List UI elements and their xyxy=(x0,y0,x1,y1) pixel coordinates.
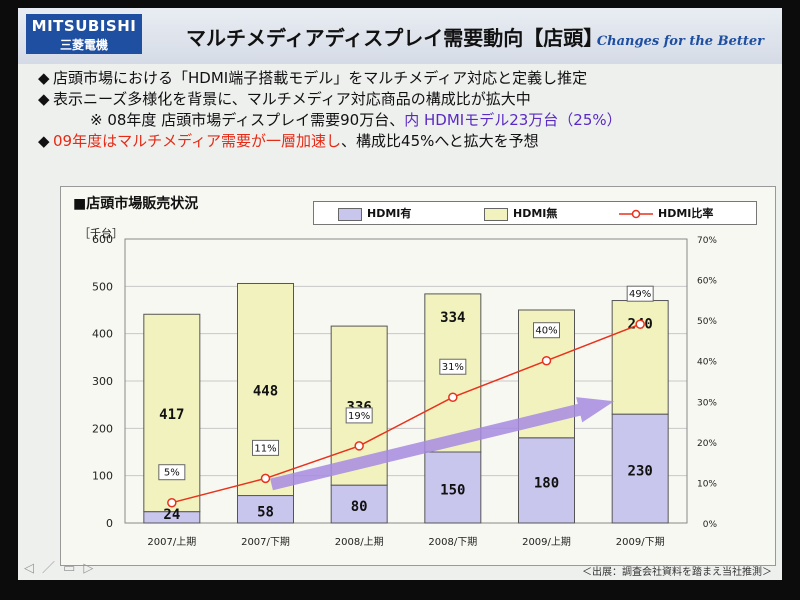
ratio-data-label: 31% xyxy=(442,362,464,373)
bar-value-label: 24 xyxy=(163,507,180,523)
ratio-label-box xyxy=(158,464,186,481)
y2-tick-label: 70% xyxy=(697,236,717,246)
bar-value-label: 58 xyxy=(257,504,274,520)
menu-icon[interactable]: ▭ xyxy=(63,561,76,576)
logo-english: MITSUBISHI xyxy=(31,17,137,35)
ratio-label-box xyxy=(533,322,560,339)
y-tick-label: 200 xyxy=(92,422,113,435)
ratio-label-box xyxy=(345,407,373,424)
legend-label-hdmi-yes: HDMI有 xyxy=(367,207,412,220)
y-tick-label: 100 xyxy=(92,470,113,483)
slide-title: マルチメディアディスプレイ需要動向【店頭】 xyxy=(186,26,604,50)
ratio-point xyxy=(448,392,458,402)
bar-value-label: 334 xyxy=(440,310,465,326)
sales-chart: ■店頭市場販売状況 HDMI有 HDMI無 HDMI比率 ［千台］ 0 100 20… xyxy=(60,186,776,566)
bar-value-label: 417 xyxy=(159,407,184,423)
slideshow-toolbar[interactable]: ◁ ／ ▭ ▷ xyxy=(24,557,101,576)
bullet-list: ◆ 店頭市場における「HDMI端子搭載モデル」をマルチメディア対応と定義し推定 ◆… xyxy=(38,68,778,152)
bullet-2-text: 表示ニーズ多様化を背景に、マルチメディア対応商品の構成比が拡大中 xyxy=(53,90,531,108)
note-text: ※ 08年度 店頭市場ディスプレイ需要90万台、 xyxy=(90,111,405,129)
plot-frame xyxy=(124,238,688,524)
next-icon[interactable]: ▷ xyxy=(83,561,94,576)
x-tick-label: 2007/上期 xyxy=(147,536,196,548)
ratio-label-box xyxy=(626,285,654,302)
y2-tick-label: 50% xyxy=(697,317,717,327)
trend-arrow xyxy=(270,397,615,491)
bar-hdmi-yes xyxy=(518,437,575,524)
ratio-point xyxy=(541,355,552,366)
mitsubishi-logo: MITSUBISHI 三菱電機 xyxy=(26,14,142,54)
diamond-bullet-icon: ◆ xyxy=(38,69,50,87)
ratio-line xyxy=(171,323,641,504)
bullet-3-text: 、構成比45%へと拡大を予想 xyxy=(341,132,539,150)
ratio-label-box xyxy=(252,439,279,456)
logo-japanese: 三菱電機 xyxy=(59,38,108,52)
bar-value-label: 230 xyxy=(628,464,653,480)
previous-icon[interactable]: ◁ xyxy=(24,561,34,576)
chart-title: ■店頭市場販売状況 xyxy=(73,196,199,212)
pen-icon[interactable]: ／ xyxy=(42,561,56,576)
bar-value-label: 180 xyxy=(534,475,559,491)
source-note: ＜出展：調査会社資料を踏まえ当社推測＞ xyxy=(582,567,772,578)
bullet-note: ※ 08年度 店頭市場ディスプレイ需要90万台、内 HDMIモデル23万台（25… xyxy=(38,110,778,131)
legend-hdmi-ratio: HDMI比率 xyxy=(618,205,713,221)
bullet-3: ◆ 09年度はマルチメディア需要が一層加速し、構成比45%へと拡大を予想 xyxy=(38,131,778,152)
diamond-bullet-icon: ◆ xyxy=(38,90,50,108)
legend-swatch-hdmi-yes xyxy=(338,207,362,221)
y-axis-unit: ［千台］ xyxy=(79,227,123,240)
bullet-3-emphasis: 09年度はマルチメディア需要が一層加速し xyxy=(53,132,342,150)
bullet-1: ◆ 店頭市場における「HDMI端子搭載モデル」をマルチメディア対応と定義し推定 xyxy=(38,68,778,89)
y2-tick-label: 40% xyxy=(697,358,717,368)
ratio-data-label: 11% xyxy=(254,443,276,454)
chart-legend: HDMI有 HDMI無 HDMI比率 xyxy=(313,201,757,225)
ratio-data-label: 5% xyxy=(164,468,180,479)
bar-value-label: 150 xyxy=(440,483,465,499)
legend-label-hdmi-ratio: HDMI比率 xyxy=(658,207,714,220)
ratio-label-box xyxy=(439,358,467,375)
slide: MITSUBISHI 三菱電機 マルチメディアディスプレイ需要動向【店頭】 Ch… xyxy=(18,8,782,580)
x-tick-label: 2008/上期 xyxy=(335,536,384,548)
y2-tick-label: 10% xyxy=(697,479,717,489)
legend-hdmi-yes: HDMI有 xyxy=(338,205,411,221)
bar-hdmi-no xyxy=(237,282,294,497)
ratio-point xyxy=(354,441,364,451)
ratio-data-label: 40% xyxy=(535,326,557,337)
y2-tick-label: 0% xyxy=(703,520,718,530)
ratio-point xyxy=(260,473,271,484)
y-tick-label: 400 xyxy=(92,328,113,341)
y2-tick-label: 60% xyxy=(697,277,717,287)
ratio-data-label: 19% xyxy=(348,411,370,422)
x-tick-label: 2007/下期 xyxy=(241,536,290,548)
y-tick-label: 0 xyxy=(106,517,113,530)
legend-swatch-hdmi-no xyxy=(484,207,508,221)
legend-hdmi-no: HDMI無 xyxy=(484,205,557,221)
bullet-1-text: 店頭市場における「HDMI端子搭載モデル」をマルチメディア対応と定義し推定 xyxy=(53,69,588,87)
legend-label-hdmi-no: HDMI無 xyxy=(513,207,558,220)
slide-header: MITSUBISHI 三菱電機 マルチメディアディスプレイ需要動向【店頭】 Ch… xyxy=(18,8,782,64)
ratio-point xyxy=(635,319,645,329)
chart-plot: 0 100 200 300 400 500 600 0% 10% 20% 30% 40% 50% 60% 7… xyxy=(92,233,718,548)
legend-line-marker-icon xyxy=(619,209,653,219)
diamond-bullet-icon: ◆ xyxy=(38,132,50,150)
y-tick-label: 500 xyxy=(92,280,113,293)
x-tick-label: 2008/下期 xyxy=(428,536,477,548)
bar-value-label: 448 xyxy=(253,384,278,400)
bar-hdmi-yes xyxy=(611,413,669,524)
y2-tick-label: 20% xyxy=(697,439,717,449)
y-tick-label: 300 xyxy=(92,375,113,388)
note-highlight: 内 HDMIモデル23万台（25%） xyxy=(404,111,622,129)
y2-tick-label: 30% xyxy=(697,398,717,408)
bar-hdmi-yes xyxy=(424,451,482,524)
x-tick-label: 2009/上期 xyxy=(522,536,571,548)
bar-value-label: 80 xyxy=(351,499,368,515)
tagline: Changes for the Better xyxy=(596,34,764,49)
ratio-point xyxy=(167,497,177,508)
x-tick-label: 2009/下期 xyxy=(616,536,665,548)
y-tick-label: 600 xyxy=(92,233,113,246)
bullet-2: ◆ 表示ニーズ多様化を背景に、マルチメディア対応商品の構成比が拡大中 xyxy=(38,89,778,110)
ratio-data-label: 49% xyxy=(629,289,651,300)
